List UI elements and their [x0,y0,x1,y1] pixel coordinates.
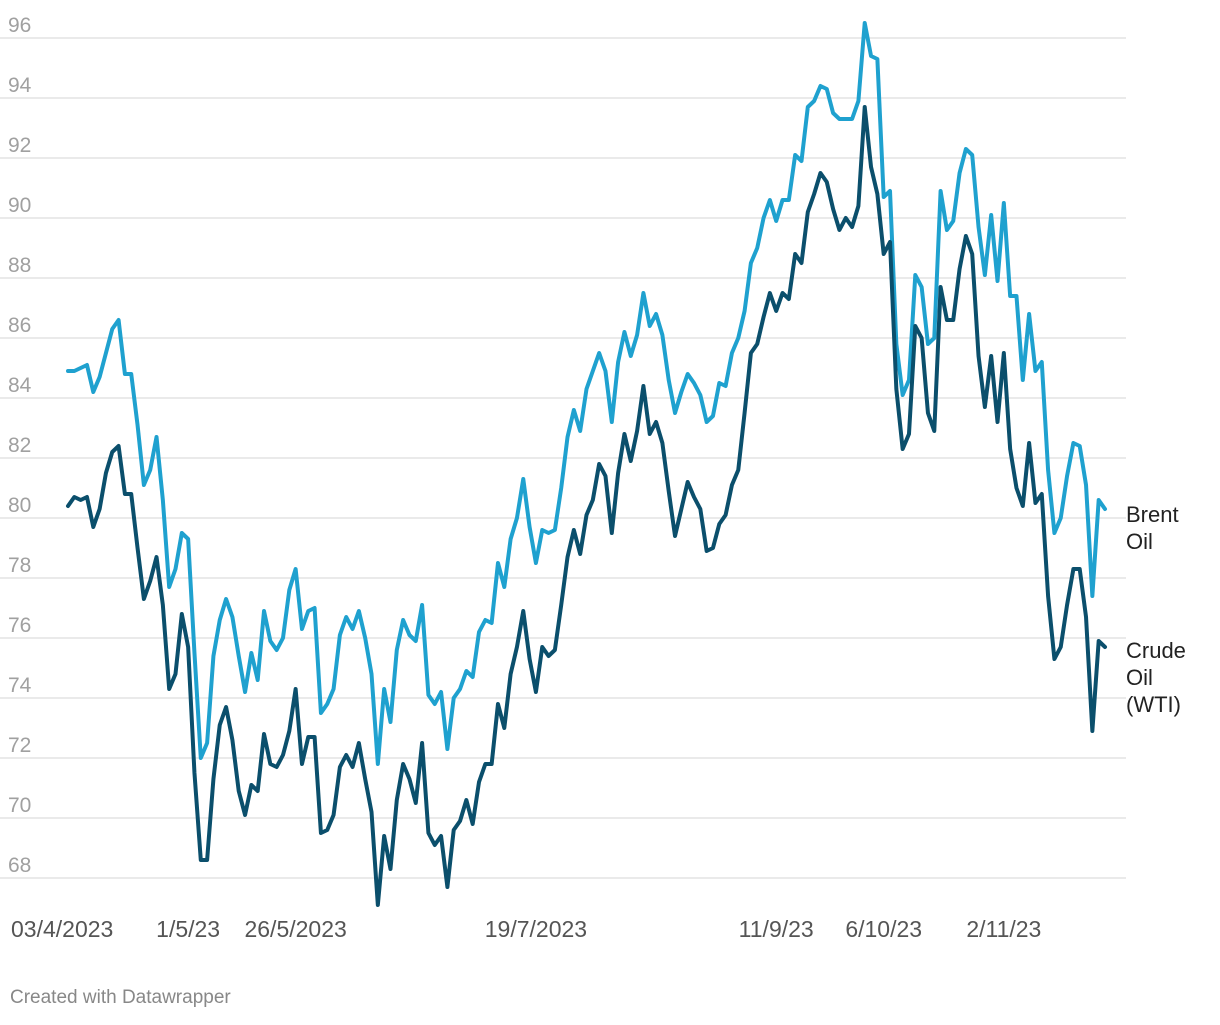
y-tick-label: 88 [8,254,31,277]
series-line-brent-oil [66,21,1107,766]
y-tick-label: 94 [8,74,32,97]
series-end-labels: Brent Oil Crude Oil (WTI) [1126,502,1186,717]
y-tick-label: 78 [8,554,31,577]
y-tick-label: 96 [8,14,31,37]
x-tick-label: 26/5/2023 [244,916,346,942]
y-tick-label: 72 [8,734,31,757]
x-tick-label: 19/7/2023 [485,916,587,942]
series-label-crude-oil-wti: Crude Oil (WTI) [1126,638,1186,717]
x-tick-label: 03/4/2023 [11,916,113,942]
x-tick-label: 6/10/23 [845,916,922,942]
x-tick-label: 1/5/23 [156,916,220,942]
series-label-brent-oil: Brent Oil [1126,502,1179,554]
y-tick-label: 82 [8,434,31,457]
credit-text: Created with Datawrapper [10,987,231,1008]
y-axis-tick-labels: 68 70 72 74 76 78 80 82 84 86 88 90 92 94 96 [8,14,32,877]
y-tick-label: 76 [8,614,31,637]
y-tick-label: 74 [8,674,32,697]
y-tick-label: 92 [8,134,31,157]
y-tick-label: 68 [8,854,31,877]
x-axis-tick-labels: 03/4/2023 1/5/23 26/5/2023 19/7/2023 11/9/23… [11,916,1041,942]
series-line-crude-oil-wti [66,105,1107,907]
x-tick-label: 11/9/23 [739,916,814,942]
y-tick-label: 84 [8,374,32,397]
y-tick-label: 70 [8,794,31,817]
y-tick-label: 80 [8,494,31,517]
y-tick-label: 90 [8,194,31,217]
series-lines [66,21,1107,907]
y-tick-label: 86 [8,314,31,337]
x-tick-label: 2/11/23 [966,916,1041,942]
